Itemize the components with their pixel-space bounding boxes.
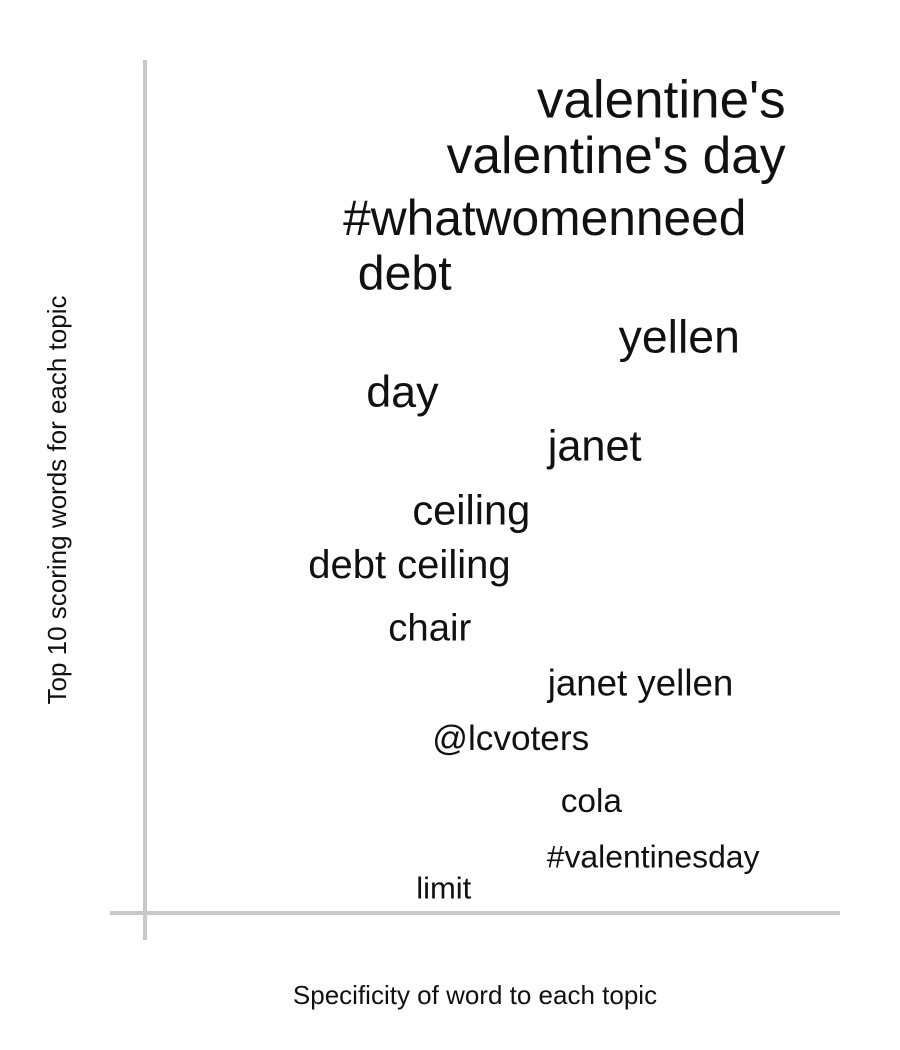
word-label: @lcvoters [432,719,589,758]
word-label: #valentinesday [547,839,760,875]
word-label: limit [416,871,471,906]
word-label: janet yellen [547,663,734,704]
word-label: cola [561,783,623,820]
word-label: valentine's day [447,126,786,184]
x-axis-title: Specificity of word to each topic [293,980,657,1010]
word-label: janet [546,423,642,471]
word-label: ceiling [412,486,530,533]
y-axis-title: Top 10 scoring words for each topic [42,296,72,705]
word-label: #whatwomenneed [343,190,746,246]
word-label: debt ceiling [308,543,510,587]
word-label: day [366,366,439,417]
word-label: valentine's [537,71,786,130]
word-label: chair [388,607,471,650]
word-label: debt [358,246,452,300]
word-label: yellen [619,310,740,362]
